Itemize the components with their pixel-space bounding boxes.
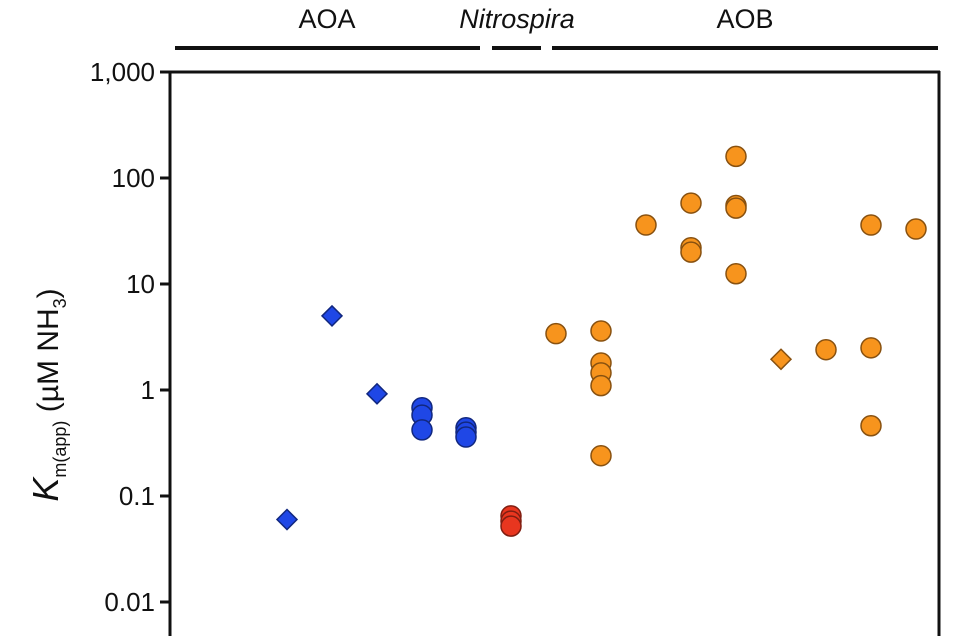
data-point-aob bbox=[725, 145, 747, 168]
y-tick-label: 1 bbox=[141, 375, 155, 405]
y-axis-label-subscript: m(app) bbox=[50, 421, 70, 478]
y-tick-label: 0.1 bbox=[119, 481, 155, 511]
data-point-aob bbox=[769, 348, 793, 371]
data-point-aob bbox=[860, 337, 882, 359]
data-point-aoa bbox=[275, 508, 299, 531]
data-point-aob bbox=[725, 262, 747, 285]
y-tick-label: 100 bbox=[112, 163, 155, 193]
y-axis-ticks: 0.01 0.1 1 10 100 1,000 bbox=[90, 57, 170, 617]
data-point-aob bbox=[725, 197, 747, 219]
data-point-aob bbox=[635, 214, 657, 236]
y-axis-label-unit-subscript: 3 bbox=[50, 298, 70, 308]
data-point-nitrospira bbox=[500, 515, 522, 537]
data-point-aoa bbox=[320, 304, 344, 327]
data-point-aoa bbox=[411, 419, 433, 441]
data-point-aob bbox=[860, 414, 882, 437]
y-axis-label: Km(app) (µM NH3) bbox=[25, 288, 70, 501]
y-tick-label: 0.01 bbox=[104, 587, 155, 617]
data-point-aob bbox=[590, 444, 612, 467]
data-point-aob bbox=[815, 338, 837, 361]
data-point-aob bbox=[545, 322, 567, 345]
y-tick-label: 1,000 bbox=[90, 57, 155, 87]
group-label-nitrospira: Nitrospira bbox=[459, 4, 575, 34]
data-point-aob bbox=[905, 218, 927, 240]
y-tick-label: 10 bbox=[126, 269, 155, 299]
data-point-aoa bbox=[455, 426, 477, 448]
data-point-aob bbox=[860, 214, 882, 236]
data-point-aoa bbox=[365, 382, 389, 405]
group-label-aob: AOB bbox=[716, 4, 773, 34]
y-axis-label-unit-close: ) bbox=[32, 288, 65, 298]
group-label-aoa: AOA bbox=[298, 4, 355, 34]
data-points bbox=[275, 145, 927, 537]
data-point-aob bbox=[680, 192, 702, 214]
y-axis-label-symbol: K bbox=[25, 476, 66, 502]
data-point-aob bbox=[680, 241, 702, 263]
data-point-aob bbox=[590, 374, 612, 397]
y-axis-label-unit: (µM NH bbox=[32, 308, 65, 420]
data-point-aob bbox=[590, 320, 612, 342]
